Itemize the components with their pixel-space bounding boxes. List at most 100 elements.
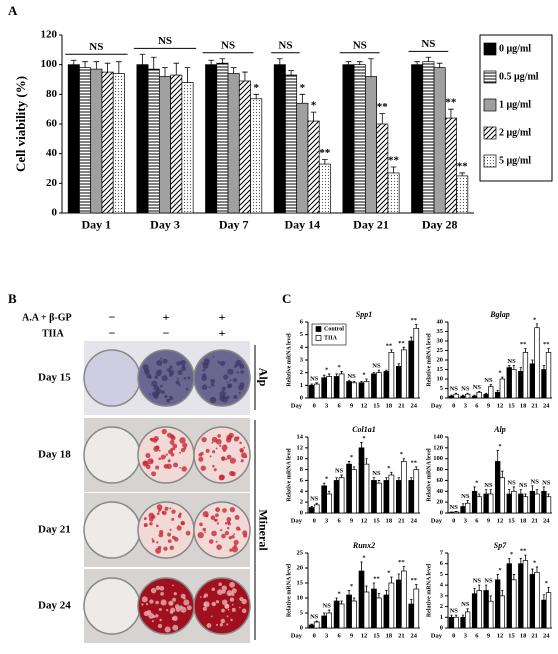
error-bar	[335, 477, 338, 481]
error-bar	[542, 486, 546, 492]
error-bar	[347, 379, 351, 382]
bar	[388, 352, 395, 399]
y-tick-label: 4	[440, 582, 444, 589]
x-tick-label: 0	[313, 632, 316, 639]
bar	[499, 477, 505, 514]
condition-sign: +	[163, 310, 170, 324]
error-bar	[288, 70, 294, 76]
stain-spot	[238, 384, 244, 391]
stain-spot	[162, 510, 167, 516]
stain-spot	[179, 466, 181, 469]
y-axis-label: Relative mRNA level	[286, 448, 292, 502]
bar	[338, 477, 345, 514]
stain-spot	[221, 599, 228, 606]
well	[83, 501, 141, 559]
stain-spot	[172, 615, 178, 621]
stain-spot	[203, 601, 210, 608]
x-tick-label: 15	[508, 517, 515, 524]
stain-spot	[221, 396, 228, 403]
stain-spot	[205, 448, 210, 453]
stain-spot	[210, 383, 215, 387]
y-tick-label: 2	[300, 369, 303, 376]
y-axis-label: Relative mRNA level	[426, 448, 432, 502]
stain-spot	[221, 585, 228, 591]
y-tick-label: 30	[437, 337, 444, 344]
y-tick-label: 0	[300, 509, 303, 516]
error-bar	[93, 61, 100, 70]
x-tick-label: 3	[325, 402, 329, 409]
row-label: Day 18	[38, 449, 71, 461]
stain-spot	[150, 459, 154, 463]
stain-spot	[217, 589, 223, 596]
bar	[396, 480, 402, 514]
bar	[511, 369, 517, 399]
y-tick-label: 10	[437, 375, 444, 382]
y-tick-label: 0	[52, 207, 58, 219]
bar	[338, 603, 345, 629]
significance-label: **	[411, 317, 418, 324]
bar	[476, 590, 482, 629]
significance-label: *	[362, 554, 365, 561]
y-tick-label: 100	[433, 455, 443, 462]
stain-spot	[143, 367, 150, 374]
bar	[483, 590, 489, 629]
stain-spot	[210, 515, 216, 521]
well	[83, 349, 141, 407]
error-bar	[531, 568, 534, 575]
legend-swatch	[483, 70, 497, 84]
y-tick-label: 6	[300, 318, 304, 325]
error-bar	[322, 374, 326, 378]
panel-b: B A.A + β-GP TIIA Alp Mineral − + + − − + Day …	[8, 291, 270, 643]
significance-label: *	[498, 567, 501, 574]
stain-spot	[179, 605, 183, 609]
significance-label: **	[520, 341, 527, 348]
stain-spot	[224, 521, 228, 525]
error-bar	[352, 597, 356, 601]
stain-spot	[159, 586, 165, 591]
x-tick-label: 21	[398, 402, 405, 409]
stain-spot	[233, 533, 236, 536]
error-bar	[322, 612, 326, 616]
stain-spot	[229, 597, 235, 602]
stain-spot	[176, 361, 181, 366]
stain-spot	[233, 539, 239, 546]
bar	[483, 493, 489, 514]
stain-spot	[226, 615, 229, 618]
x-axis-label: Day	[431, 632, 443, 639]
stain-spot	[147, 458, 154, 465]
stain-spot	[223, 374, 229, 380]
stain-spot	[210, 378, 216, 384]
error-bar	[473, 394, 476, 397]
stain-spot	[169, 528, 172, 531]
stain-spot	[160, 599, 167, 606]
stain-spot	[228, 592, 231, 596]
error-bar	[310, 506, 313, 508]
x-tick-label: 3	[325, 517, 329, 524]
legend-label: 5 μg/ml	[499, 155, 531, 166]
stain-spot	[219, 623, 224, 627]
stain-spot	[155, 445, 160, 450]
significance-label: *	[253, 82, 259, 94]
stain-spot	[167, 539, 172, 544]
stain-spot	[226, 434, 233, 441]
bar	[488, 600, 494, 629]
bar	[545, 352, 552, 399]
y-tick-label: 4	[300, 488, 304, 495]
stain-spot	[236, 371, 239, 374]
error-bar	[368, 58, 374, 77]
stain-spot	[229, 506, 236, 513]
bar	[136, 64, 149, 214]
y-tick-label: 35	[437, 328, 444, 335]
stain-spot	[164, 506, 169, 511]
bar	[101, 71, 114, 214]
error-bar	[454, 392, 458, 395]
group-label: NS	[278, 39, 292, 51]
stain-spot	[176, 525, 182, 531]
x-tick-label: 12	[497, 402, 504, 409]
error-bar	[410, 477, 413, 481]
significance-label: NS	[450, 504, 459, 511]
stain-spot	[185, 387, 189, 391]
x-tick-label: 9	[350, 517, 354, 524]
stain-spot	[231, 471, 236, 477]
stain-spot	[171, 517, 175, 521]
